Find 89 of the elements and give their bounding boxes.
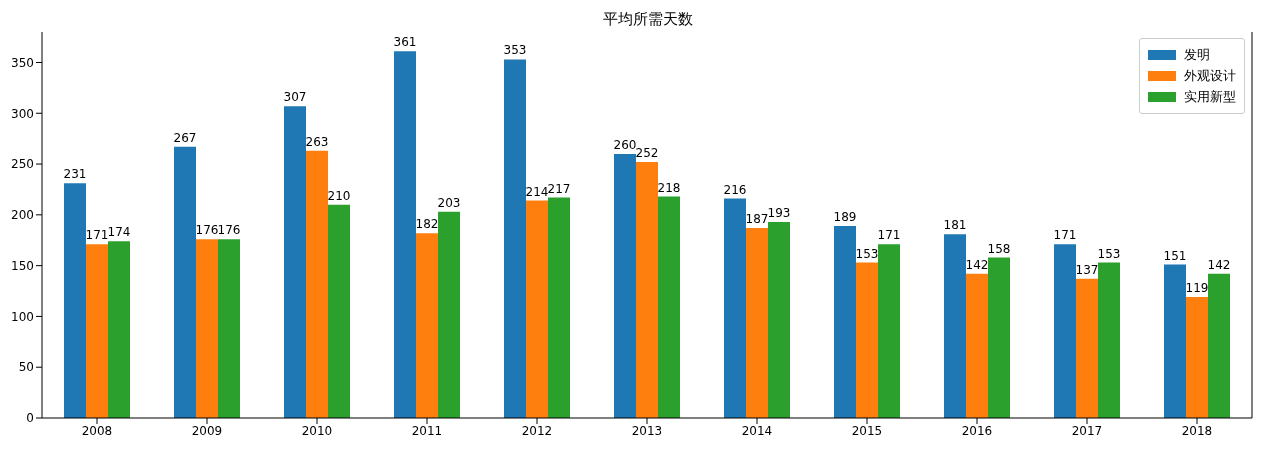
bar (86, 244, 108, 418)
data-label: 193 (767, 205, 791, 220)
data-label: 218 (657, 180, 681, 195)
bar (504, 59, 526, 418)
bar (768, 221, 790, 418)
y-tick-label: 100 (11, 309, 34, 324)
data-label: 181 (943, 218, 967, 233)
data-label: 137 (1075, 262, 1099, 277)
data-label: 307 (283, 90, 307, 105)
bar (834, 226, 856, 418)
x-tick-label: 2011 (411, 423, 443, 438)
data-label: 158 (987, 241, 1011, 256)
bar (724, 198, 746, 418)
data-label: 171 (877, 228, 901, 243)
data-label: 153 (1097, 246, 1121, 261)
data-label: 353 (503, 43, 527, 58)
x-tick-label: 2009 (191, 423, 223, 438)
legend-label: 发明 (1184, 46, 1210, 64)
bar (746, 228, 768, 418)
bar (174, 146, 196, 418)
legend-label: 外观设计 (1184, 67, 1236, 85)
data-label: 174 (107, 225, 131, 240)
x-tick-label: 2010 (301, 423, 333, 438)
data-label: 151 (1163, 248, 1187, 263)
y-tick-label: 150 (11, 258, 34, 273)
x-tick-label: 2018 (1181, 423, 1213, 438)
bar (944, 234, 966, 418)
data-label: 217 (547, 181, 571, 196)
data-label: 252 (635, 146, 659, 161)
x-tick-label: 2008 (81, 423, 113, 438)
x-tick-label: 2016 (961, 423, 993, 438)
y-tick-label: 200 (11, 208, 34, 223)
data-label: 214 (525, 184, 549, 199)
bar (548, 197, 570, 418)
data-label: 231 (63, 167, 87, 182)
y-tick-label: 300 (11, 106, 34, 121)
bar (1186, 297, 1208, 418)
y-tick-label: 350 (11, 55, 34, 70)
x-tick-label: 2017 (1071, 423, 1103, 438)
data-label: 176 (217, 223, 241, 238)
data-label: 171 (85, 228, 109, 243)
data-label: 361 (393, 35, 417, 50)
bar (438, 211, 460, 418)
chart-title: 平均所需天数 (601, 10, 694, 29)
bar (64, 183, 86, 418)
data-label: 210 (327, 188, 351, 203)
bar (1076, 278, 1098, 418)
bar (284, 106, 306, 418)
data-label: 171 (1053, 228, 1077, 243)
data-label: 182 (415, 217, 439, 232)
bar (108, 241, 130, 418)
bar (394, 51, 416, 418)
bar (1208, 273, 1230, 418)
data-label: 203 (437, 195, 461, 210)
data-label: 153 (855, 246, 879, 261)
y-tick-label: 50 (18, 360, 34, 375)
bar (218, 239, 240, 418)
bar (416, 233, 438, 418)
y-tick-label: 0 (26, 411, 34, 426)
data-label: 267 (173, 130, 197, 145)
data-label: 216 (723, 182, 747, 197)
bar (526, 200, 548, 418)
data-label: 119 (1185, 281, 1209, 296)
data-label: 176 (195, 223, 219, 238)
x-tick-label: 2014 (741, 423, 773, 438)
bar (1054, 244, 1076, 418)
bar (878, 244, 900, 418)
bar (614, 153, 636, 418)
bar (658, 196, 680, 418)
y-tick-label: 250 (11, 157, 34, 172)
bar (636, 162, 658, 418)
bar (306, 150, 328, 418)
bar (196, 239, 218, 418)
data-label: 142 (1207, 257, 1231, 272)
x-tick-label: 2012 (521, 423, 553, 438)
bar (1164, 264, 1186, 418)
bar (328, 204, 350, 418)
legend-label: 实用新型 (1184, 88, 1236, 106)
bar (966, 273, 988, 418)
data-label: 187 (745, 212, 769, 227)
bar (856, 262, 878, 418)
bar (1098, 262, 1120, 418)
data-label: 260 (613, 137, 637, 152)
data-label: 189 (833, 210, 857, 225)
x-tick-label: 2013 (631, 423, 663, 438)
data-label: 142 (965, 257, 989, 272)
bar (988, 257, 1010, 418)
data-label: 263 (305, 134, 329, 149)
x-tick-label: 2015 (851, 423, 883, 438)
